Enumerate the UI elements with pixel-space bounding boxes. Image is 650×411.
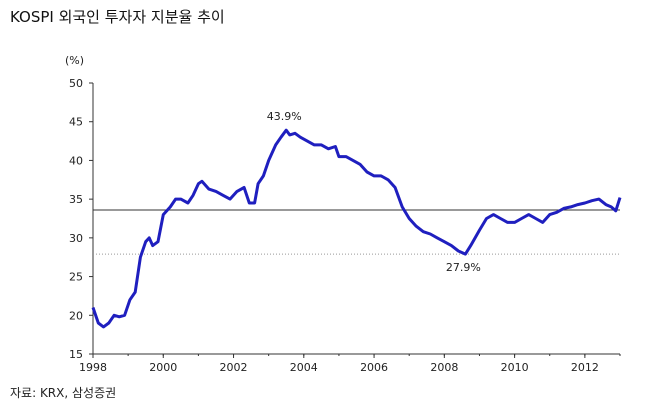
y-tick-label: 25 [69,271,83,284]
annotation-label: 43.9% [267,110,302,123]
y-tick-label: 35 [69,193,83,206]
x-tick-label: 2006 [360,361,388,374]
y-tick-label: 50 [69,77,83,90]
y-tick-label: 20 [69,309,83,322]
y-tick-label: 30 [69,232,83,245]
y-tick-label: 15 [69,348,83,361]
x-tick-label: 2008 [430,361,458,374]
x-tick-label: 2010 [501,361,529,374]
x-axis: 1998 2000 2002 2004 2006 2008 2010 2012 [79,354,621,374]
x-tick-label: 2000 [149,361,177,374]
chart-title: KOSPI 외국인 투자자 지분율 추이 [10,8,225,26]
source-note: 자료: KRX, 삼성증권 [10,386,117,400]
y-tick-label: 45 [69,116,83,129]
x-tick-label: 1998 [79,361,107,374]
series-line [91,128,622,329]
x-tick-label: 2002 [220,361,248,374]
x-tick-label: 2012 [571,361,599,374]
x-tick-label: 2004 [290,361,318,374]
y-axis: 15 20 25 30 35 40 45 50 [69,77,93,361]
y-tick-label: 40 [69,154,83,167]
y-axis-unit-label: (%) [65,54,84,67]
annotations: 43.9% 27.9% [267,110,481,274]
annotation-label: 27.9% [446,261,481,274]
